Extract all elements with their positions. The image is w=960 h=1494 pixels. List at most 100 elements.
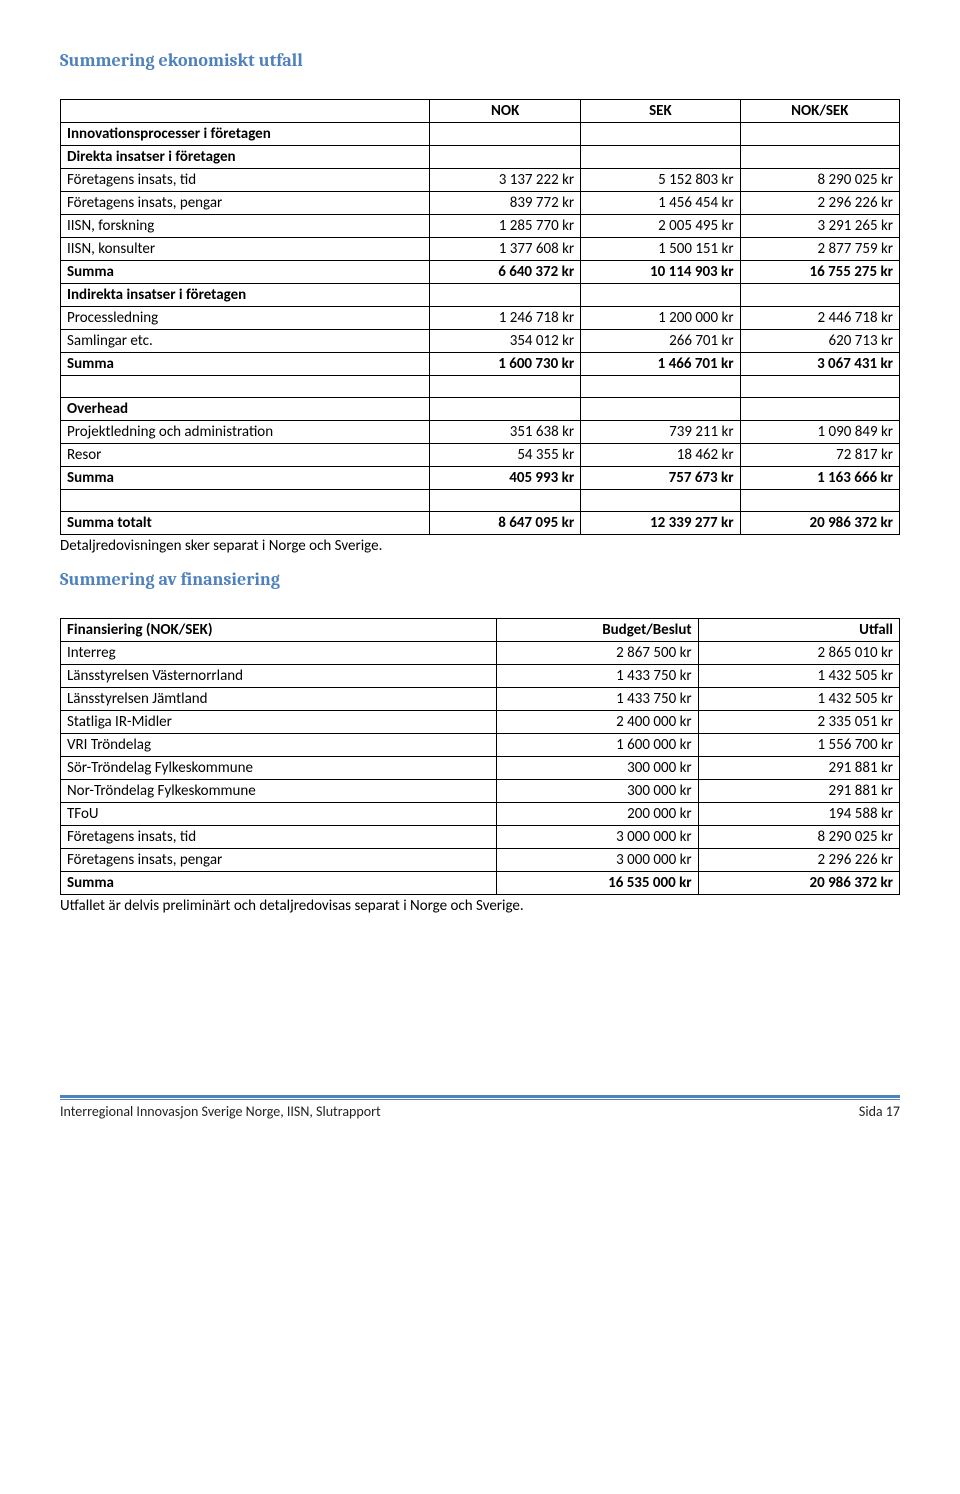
row-label: Summa	[61, 353, 430, 376]
table-row: Resor54 355 kr18 462 kr72 817 kr	[61, 444, 900, 467]
row-label: TFoU	[61, 803, 497, 826]
row-value: 3 067 431 kr	[740, 353, 899, 376]
row-value	[430, 123, 581, 146]
row-label: Summa totalt	[61, 512, 430, 535]
row-value: 1 456 454 kr	[581, 192, 740, 215]
row-label: Statliga IR-Midler	[61, 711, 497, 734]
table-row: Samlingar etc.354 012 kr266 701 kr620 71…	[61, 330, 900, 353]
row-value	[430, 146, 581, 169]
table2-header: Budget/Beslut	[497, 619, 698, 642]
row-value	[581, 284, 740, 307]
row-value: 291 881 kr	[698, 757, 899, 780]
row-value: 839 772 kr	[430, 192, 581, 215]
row-value: 1 285 770 kr	[430, 215, 581, 238]
row-value	[581, 376, 740, 398]
row-value: 354 012 kr	[430, 330, 581, 353]
row-label: Sör-Tröndelag Fylkeskommune	[61, 757, 497, 780]
row-value: 2 867 500 kr	[497, 642, 698, 665]
heading-ekonomiskt-utfall: Summering ekonomiskt utfall	[60, 50, 900, 71]
row-value: 757 673 kr	[581, 467, 740, 490]
table-row: Företagens insats, pengar3 000 000 kr2 2…	[61, 849, 900, 872]
row-value: 1 600 000 kr	[497, 734, 698, 757]
row-value	[430, 376, 581, 398]
row-value: 20 986 372 kr	[698, 872, 899, 895]
row-label: VRI Tröndelag	[61, 734, 497, 757]
table-finansiering: Finansiering (NOK/SEK)Budget/BeslutUtfal…	[60, 618, 900, 895]
row-value	[740, 398, 899, 421]
row-label: Företagens insats, tid	[61, 826, 497, 849]
row-value: 5 152 803 kr	[581, 169, 740, 192]
row-value: 1 466 701 kr	[581, 353, 740, 376]
row-label	[61, 376, 430, 398]
row-label: Företagens insats, pengar	[61, 849, 497, 872]
row-value	[740, 284, 899, 307]
row-value	[740, 146, 899, 169]
row-value: 3 000 000 kr	[497, 826, 698, 849]
table-row: Projektledning och administration351 638…	[61, 421, 900, 444]
row-label: IISN, forskning	[61, 215, 430, 238]
row-value: 1 432 505 kr	[698, 688, 899, 711]
row-value: 1 090 849 kr	[740, 421, 899, 444]
row-value	[581, 146, 740, 169]
row-value: 2 865 010 kr	[698, 642, 899, 665]
row-label: Summa	[61, 467, 430, 490]
row-value	[581, 490, 740, 512]
row-value	[430, 490, 581, 512]
row-value: 10 114 903 kr	[581, 261, 740, 284]
row-label: Nor-Tröndelag Fylkeskommune	[61, 780, 497, 803]
table-row: Indirekta insatser i företagen	[61, 284, 900, 307]
table-row: Summa totalt8 647 095 kr12 339 277 kr20 …	[61, 512, 900, 535]
row-value: 3 000 000 kr	[497, 849, 698, 872]
table-row: Summa16 535 000 kr20 986 372 kr	[61, 872, 900, 895]
row-label: Indirekta insatser i företagen	[61, 284, 430, 307]
row-value: 2 296 226 kr	[698, 849, 899, 872]
table1-header: SEK	[581, 100, 740, 123]
row-label: Samlingar etc.	[61, 330, 430, 353]
row-label: Företagens insats, pengar	[61, 192, 430, 215]
table-row: Processledning1 246 718 kr1 200 000 kr2 …	[61, 307, 900, 330]
row-label: Overhead	[61, 398, 430, 421]
row-value: 1 500 151 kr	[581, 238, 740, 261]
table-row: Summa6 640 372 kr10 114 903 kr16 755 275…	[61, 261, 900, 284]
row-value: 20 986 372 kr	[740, 512, 899, 535]
row-value	[430, 398, 581, 421]
row-value: 1 432 505 kr	[698, 665, 899, 688]
row-value: 1 600 730 kr	[430, 353, 581, 376]
table-row: Sör-Tröndelag Fylkeskommune300 000 kr291…	[61, 757, 900, 780]
row-value: 405 993 kr	[430, 467, 581, 490]
row-value: 300 000 kr	[497, 780, 698, 803]
footer-right: Sida 17	[859, 1103, 900, 1120]
row-label: Summa	[61, 261, 430, 284]
row-value: 1 377 608 kr	[430, 238, 581, 261]
row-value	[740, 490, 899, 512]
row-value: 1 246 718 kr	[430, 307, 581, 330]
row-label: Projektledning och administration	[61, 421, 430, 444]
row-label: Innovationsprocesser i företagen	[61, 123, 430, 146]
row-value: 2 005 495 kr	[581, 215, 740, 238]
table1-note: Detaljredovisningen sker separat i Norge…	[60, 537, 900, 555]
row-value	[740, 123, 899, 146]
row-value: 8 647 095 kr	[430, 512, 581, 535]
table-row	[61, 490, 900, 512]
table2-header: Finansiering (NOK/SEK)	[61, 619, 497, 642]
heading-finansiering: Summering av finansiering	[60, 569, 900, 590]
row-label: Interreg	[61, 642, 497, 665]
row-value: 200 000 kr	[497, 803, 698, 826]
table-row	[61, 376, 900, 398]
row-label: Länsstyrelsen Jämtland	[61, 688, 497, 711]
row-value: 16 755 275 kr	[740, 261, 899, 284]
table-row: Innovationsprocesser i företagen	[61, 123, 900, 146]
table-row: Länsstyrelsen Jämtland1 433 750 kr1 432 …	[61, 688, 900, 711]
table1-header	[61, 100, 430, 123]
row-label: Direkta insatser i företagen	[61, 146, 430, 169]
row-value: 54 355 kr	[430, 444, 581, 467]
table-row: IISN, forskning1 285 770 kr2 005 495 kr3…	[61, 215, 900, 238]
footer-left: Interregional Innovasjon Sverige Norge, …	[60, 1103, 381, 1120]
row-value: 1 556 700 kr	[698, 734, 899, 757]
table-row: Statliga IR-Midler2 400 000 kr2 335 051 …	[61, 711, 900, 734]
table-row: VRI Tröndelag1 600 000 kr1 556 700 kr	[61, 734, 900, 757]
row-value: 12 339 277 kr	[581, 512, 740, 535]
table-row: Summa405 993 kr757 673 kr1 163 666 kr	[61, 467, 900, 490]
row-value: 6 640 372 kr	[430, 261, 581, 284]
table-ekonomiskt-utfall: NOKSEKNOK/SEKInnovationsprocesser i före…	[60, 99, 900, 535]
